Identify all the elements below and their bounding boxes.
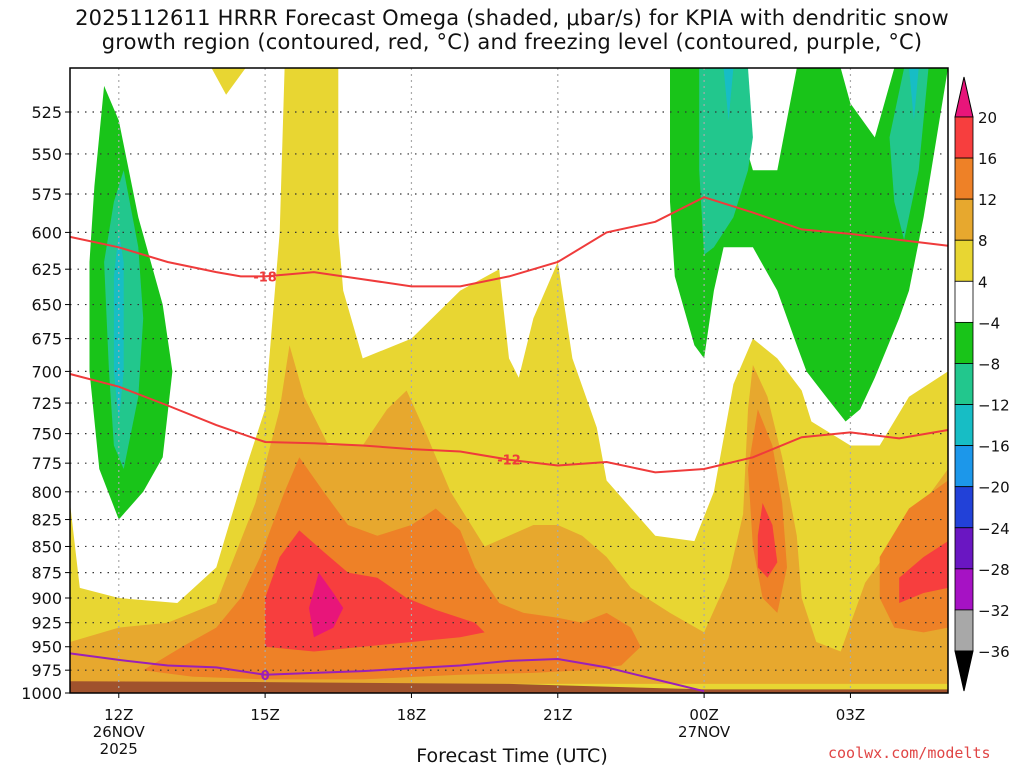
colorbar-bin — [954, 321, 974, 364]
credit-text: coolwx.com/modelts — [828, 744, 991, 762]
y-tick-label: 750 — [31, 425, 62, 444]
colorbar-label: −16 — [978, 438, 1010, 456]
colorbar-bin — [954, 527, 974, 570]
omega-region-7 — [757, 503, 778, 578]
y-tick-label: 800 — [31, 483, 62, 502]
colorbar-bin — [954, 239, 974, 282]
y-tick-label: 725 — [31, 394, 62, 413]
contour-label: 0 — [261, 669, 270, 684]
colorbar-label: 16 — [978, 150, 997, 168]
y-tick-label: 675 — [31, 330, 62, 349]
colorbar-arrow-bottom — [954, 650, 974, 692]
colorbar-bin — [954, 568, 974, 611]
colorbar-label: −4 — [978, 314, 1000, 332]
y-tick-label: 825 — [31, 511, 62, 530]
x-tick-label: 03Z — [836, 706, 865, 724]
omega-region-17 — [909, 68, 919, 121]
omega-region-13 — [699, 68, 753, 255]
colorbar-label: −32 — [978, 602, 1010, 620]
y-tick-label: 600 — [31, 223, 62, 242]
y-tick-label: 575 — [31, 185, 62, 204]
x-tick-label: 00Z — [689, 706, 718, 724]
y-tick-label: 925 — [31, 614, 62, 633]
y-tick-label: 850 — [31, 537, 62, 556]
chart-title: 2025112611 HRRR Forecast Omega (shaded, … — [0, 6, 1024, 54]
colorbar-label: 4 — [978, 273, 988, 291]
omega-region-9 — [309, 572, 344, 638]
colorbar-label: −12 — [978, 397, 1010, 415]
chart-title-line1: 2025112611 HRRR Forecast Omega (shaded, … — [75, 6, 949, 30]
y-tick-label: 975 — [31, 661, 62, 680]
chart-title-line2: growth region (contoured, red, °C) and f… — [101, 30, 923, 54]
colorbar-bin — [954, 609, 974, 652]
y-tick-label: 650 — [31, 296, 62, 315]
y-tick-label: 625 — [31, 260, 62, 279]
contour-line-0 — [69, 196, 949, 288]
colorbar-label: −8 — [978, 355, 1000, 373]
y-tick-label: 700 — [31, 362, 62, 381]
y-tick-label: 875 — [31, 564, 62, 583]
contour-line-2 — [69, 652, 705, 693]
colorbar-bin — [954, 198, 974, 241]
y-tick-label: 1000 — [21, 684, 62, 703]
x-tick-label: 18Z — [397, 706, 426, 724]
colorbar-bin — [954, 157, 974, 200]
colorbar-bin — [954, 116, 974, 159]
colorbar-arrow-top — [954, 76, 974, 118]
x-tick-sublabel: 26NOV — [93, 723, 146, 741]
y-tick-label: 775 — [31, 454, 62, 473]
omega-region-1 — [211, 68, 246, 95]
omega-region-16 — [723, 68, 734, 121]
x-tick-label: 21Z — [543, 706, 572, 724]
omega-region-5 — [879, 480, 948, 633]
colorbar-bin — [954, 486, 974, 529]
omega-region-8 — [899, 541, 948, 603]
x-tick-label: 15Z — [250, 706, 279, 724]
contour-label: -12 — [497, 454, 521, 469]
ground-surface — [70, 681, 948, 693]
colorbar-label: 8 — [978, 232, 988, 250]
y-tick-label: 950 — [31, 638, 62, 657]
colorbar-bin — [954, 445, 974, 488]
contour-line-1 — [69, 373, 949, 474]
plot-frame — [69, 67, 949, 694]
contour-label: -18 — [253, 270, 277, 285]
x-tick-label: 12Z — [104, 706, 133, 724]
colorbar-label: 12 — [978, 191, 997, 209]
x-axis-label: Forecast Time (UTC) — [416, 745, 608, 767]
y-tick-label: 900 — [31, 589, 62, 608]
colorbar-label: −36 — [978, 643, 1010, 661]
omega-region-14 — [889, 68, 929, 240]
y-tick-label: 550 — [31, 145, 62, 164]
colorbar-label: 20 — [978, 109, 997, 127]
x-tick-sublabel: 2025 — [100, 740, 138, 758]
colorbar-label: −28 — [978, 561, 1010, 579]
y-tick-label: 525 — [31, 103, 62, 122]
x-tick-sublabel: 27NOV — [678, 723, 731, 741]
colorbar-bin — [954, 280, 974, 323]
colorbar-bin — [954, 404, 974, 447]
colorbar-label: −20 — [978, 479, 1010, 497]
colorbar-bin — [954, 363, 974, 405]
colorbar-label: −24 — [978, 520, 1010, 538]
